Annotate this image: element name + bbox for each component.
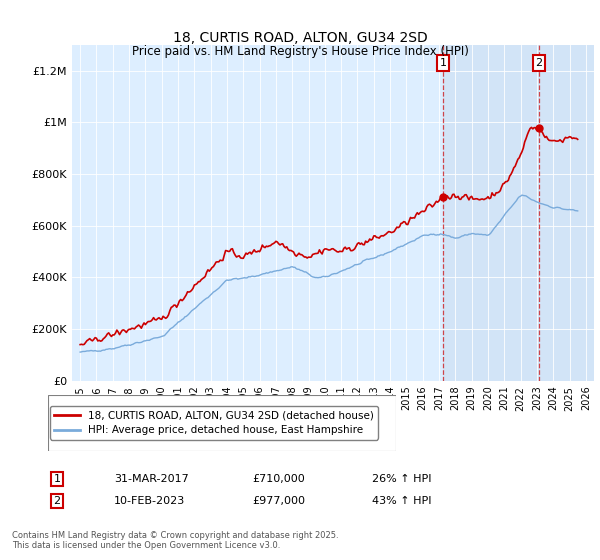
Text: 18, CURTIS ROAD, ALTON, GU34 2SD: 18, CURTIS ROAD, ALTON, GU34 2SD — [173, 31, 427, 45]
Text: £977,000: £977,000 — [252, 496, 305, 506]
Text: 1: 1 — [440, 58, 446, 68]
Text: 10-FEB-2023: 10-FEB-2023 — [114, 496, 185, 506]
Text: 43% ↑ HPI: 43% ↑ HPI — [372, 496, 431, 506]
Bar — [443, 45, 594, 381]
Text: 26% ↑ HPI: 26% ↑ HPI — [372, 474, 431, 484]
FancyBboxPatch shape — [48, 395, 396, 451]
Text: £710,000: £710,000 — [252, 474, 305, 484]
Text: 1: 1 — [53, 474, 61, 484]
Text: Price paid vs. HM Land Registry's House Price Index (HPI): Price paid vs. HM Land Registry's House … — [131, 45, 469, 58]
Text: 2: 2 — [53, 496, 61, 506]
Legend: 18, CURTIS ROAD, ALTON, GU34 2SD (detached house), HPI: Average price, detached : 18, CURTIS ROAD, ALTON, GU34 2SD (detach… — [50, 406, 379, 440]
Text: 31-MAR-2017: 31-MAR-2017 — [114, 474, 189, 484]
Text: 2: 2 — [535, 58, 542, 68]
Text: Contains HM Land Registry data © Crown copyright and database right 2025.
This d: Contains HM Land Registry data © Crown c… — [12, 531, 338, 550]
